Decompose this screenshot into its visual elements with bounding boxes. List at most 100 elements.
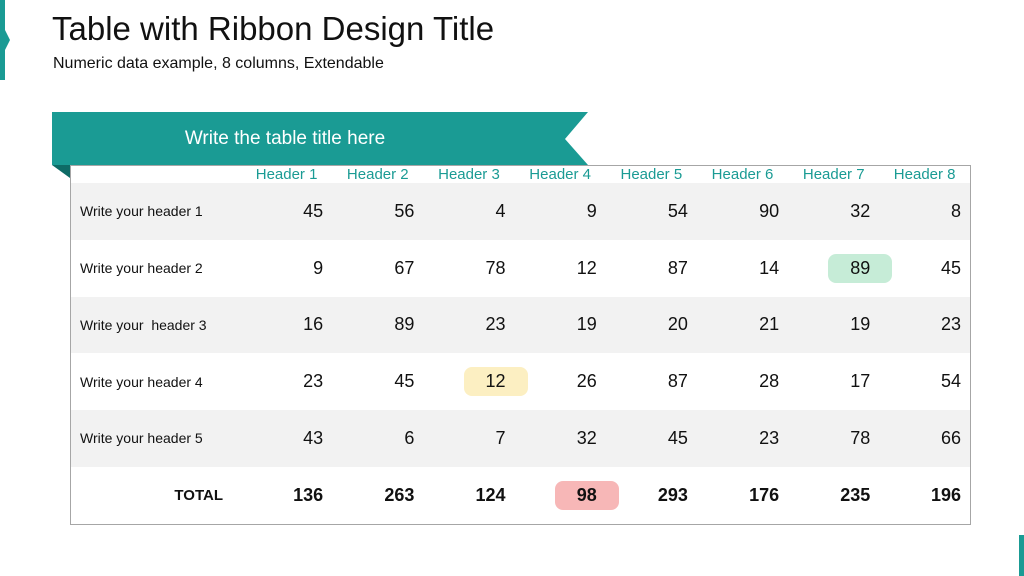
- cell-value: 78: [485, 257, 506, 278]
- total-row: TOTAL 136 263 124 98 293 176 235 196: [71, 467, 971, 525]
- cell: 19: [788, 297, 879, 354]
- cell-value: 19: [576, 314, 597, 335]
- cell-value: 7: [495, 427, 506, 448]
- cell: 23: [879, 297, 970, 354]
- cell-value: 16: [303, 314, 324, 335]
- cell-value: 23: [485, 314, 506, 335]
- title: Table with Ribbon Design Title: [52, 10, 495, 47]
- cell: 87: [606, 353, 697, 410]
- cell-value: 4: [495, 200, 506, 221]
- cell: 9: [515, 183, 606, 240]
- ribbon-fold: [52, 165, 70, 178]
- cell: 293: [606, 467, 697, 525]
- accent-bar: [1019, 535, 1024, 576]
- cell-value: 32: [850, 200, 871, 221]
- cell-value: 12: [463, 367, 528, 397]
- cell: 32: [515, 410, 606, 467]
- cell: 235: [788, 467, 879, 525]
- cell-value: 56: [394, 200, 415, 221]
- cell: 196: [879, 467, 970, 525]
- cell-value: 263: [384, 484, 415, 505]
- cell-value: 32: [576, 427, 597, 448]
- cell: 32: [788, 183, 879, 240]
- cell: 90: [697, 183, 788, 240]
- cell-value: 45: [303, 200, 324, 221]
- cell-value: 43: [303, 427, 324, 448]
- cell: 98: [515, 467, 619, 525]
- column-header: Header 5: [620, 166, 683, 183]
- column-header: Header 6: [711, 166, 774, 183]
- cell-value: 17: [850, 371, 871, 392]
- cell: 16: [241, 297, 332, 354]
- cell-value: 23: [303, 371, 324, 392]
- data-row: Write your header 4 23 45 12 26 87 28 17 54: [71, 353, 971, 410]
- row-label: Write your header 1: [80, 203, 203, 220]
- cell: 12: [423, 353, 528, 410]
- cell-value: 6: [404, 427, 415, 448]
- cell-value: 9: [313, 257, 324, 278]
- row-label: Write your header 4: [80, 373, 203, 390]
- cell: 45: [241, 183, 332, 240]
- cell-value: 235: [840, 484, 871, 505]
- data-row: Write your header 3 16 89 23 19 20 21 19 23: [70, 296, 971, 354]
- cell: 124: [423, 467, 514, 525]
- cell: 45: [332, 353, 423, 410]
- cell-value: 90: [759, 200, 780, 221]
- row-label: Write your header 2: [80, 260, 203, 277]
- cell-value: 98: [554, 480, 619, 510]
- cell: 89: [332, 297, 423, 354]
- cell-value: 26: [576, 371, 597, 392]
- cell: 12: [515, 240, 606, 297]
- cell: 23: [423, 297, 514, 354]
- cell: 78: [423, 240, 514, 297]
- cell-value: 9: [586, 200, 597, 221]
- subtitle: Numeric data example, 8 columns, Extenda…: [53, 55, 384, 72]
- cell-value: 12: [576, 257, 597, 278]
- cell-value: 196: [930, 484, 961, 505]
- cell: 9: [241, 240, 332, 297]
- cell: 19: [515, 297, 606, 354]
- cell: 28: [697, 353, 788, 410]
- data-row: Write your header 1 45 56 4 9 54 90 32 8: [70, 183, 971, 240]
- cell-value: 45: [667, 427, 688, 448]
- row-label: Write your header 5: [80, 430, 203, 447]
- cell-value: 67: [394, 257, 415, 278]
- cell: 43: [241, 410, 332, 467]
- column-header: Header 7: [802, 166, 865, 183]
- cell-value: 19: [850, 314, 871, 335]
- cell: 21: [697, 297, 788, 354]
- table-title: Write the table title here: [184, 128, 386, 149]
- cell-value: 89: [394, 314, 415, 335]
- row-label: TOTAL: [174, 486, 223, 504]
- cell-value: 66: [940, 427, 961, 448]
- cell: 54: [606, 183, 697, 240]
- cell: 263: [332, 467, 423, 525]
- cell-value: 54: [667, 200, 688, 221]
- cell: 20: [606, 297, 697, 354]
- cell: 66: [879, 410, 970, 467]
- cell: 23: [697, 410, 788, 467]
- column-header: Header 3: [438, 166, 500, 183]
- cell-value: 176: [749, 484, 780, 505]
- cell: 45: [879, 240, 970, 297]
- cell: 4: [423, 183, 514, 240]
- cell: 54: [879, 353, 970, 410]
- data-row: Write your header 2 9 67 78 12 87 14 89 45: [71, 240, 971, 297]
- cell: 78: [788, 410, 879, 467]
- cell-value: 293: [657, 484, 688, 505]
- data-table: Header 1 Header 2 Header 3 Header 4 Header 5…: [70, 165, 971, 525]
- cell: 8: [879, 183, 970, 240]
- cell: 176: [697, 467, 788, 525]
- data-row: Write your header 5 43 6 7 32 45 23 78 66: [70, 410, 971, 467]
- cell-value: 78: [850, 427, 871, 448]
- cell-value: 45: [394, 371, 415, 392]
- header-row: Header 1 Header 2 Header 3 Header 4 Header 5…: [71, 166, 971, 183]
- cell-value: 87: [667, 371, 688, 392]
- cell-value: 23: [940, 314, 961, 335]
- row-label: Write your header 3: [80, 316, 207, 333]
- cell: 67: [332, 240, 423, 297]
- cell-value: 87: [667, 257, 688, 278]
- cell-value: 21: [759, 314, 780, 335]
